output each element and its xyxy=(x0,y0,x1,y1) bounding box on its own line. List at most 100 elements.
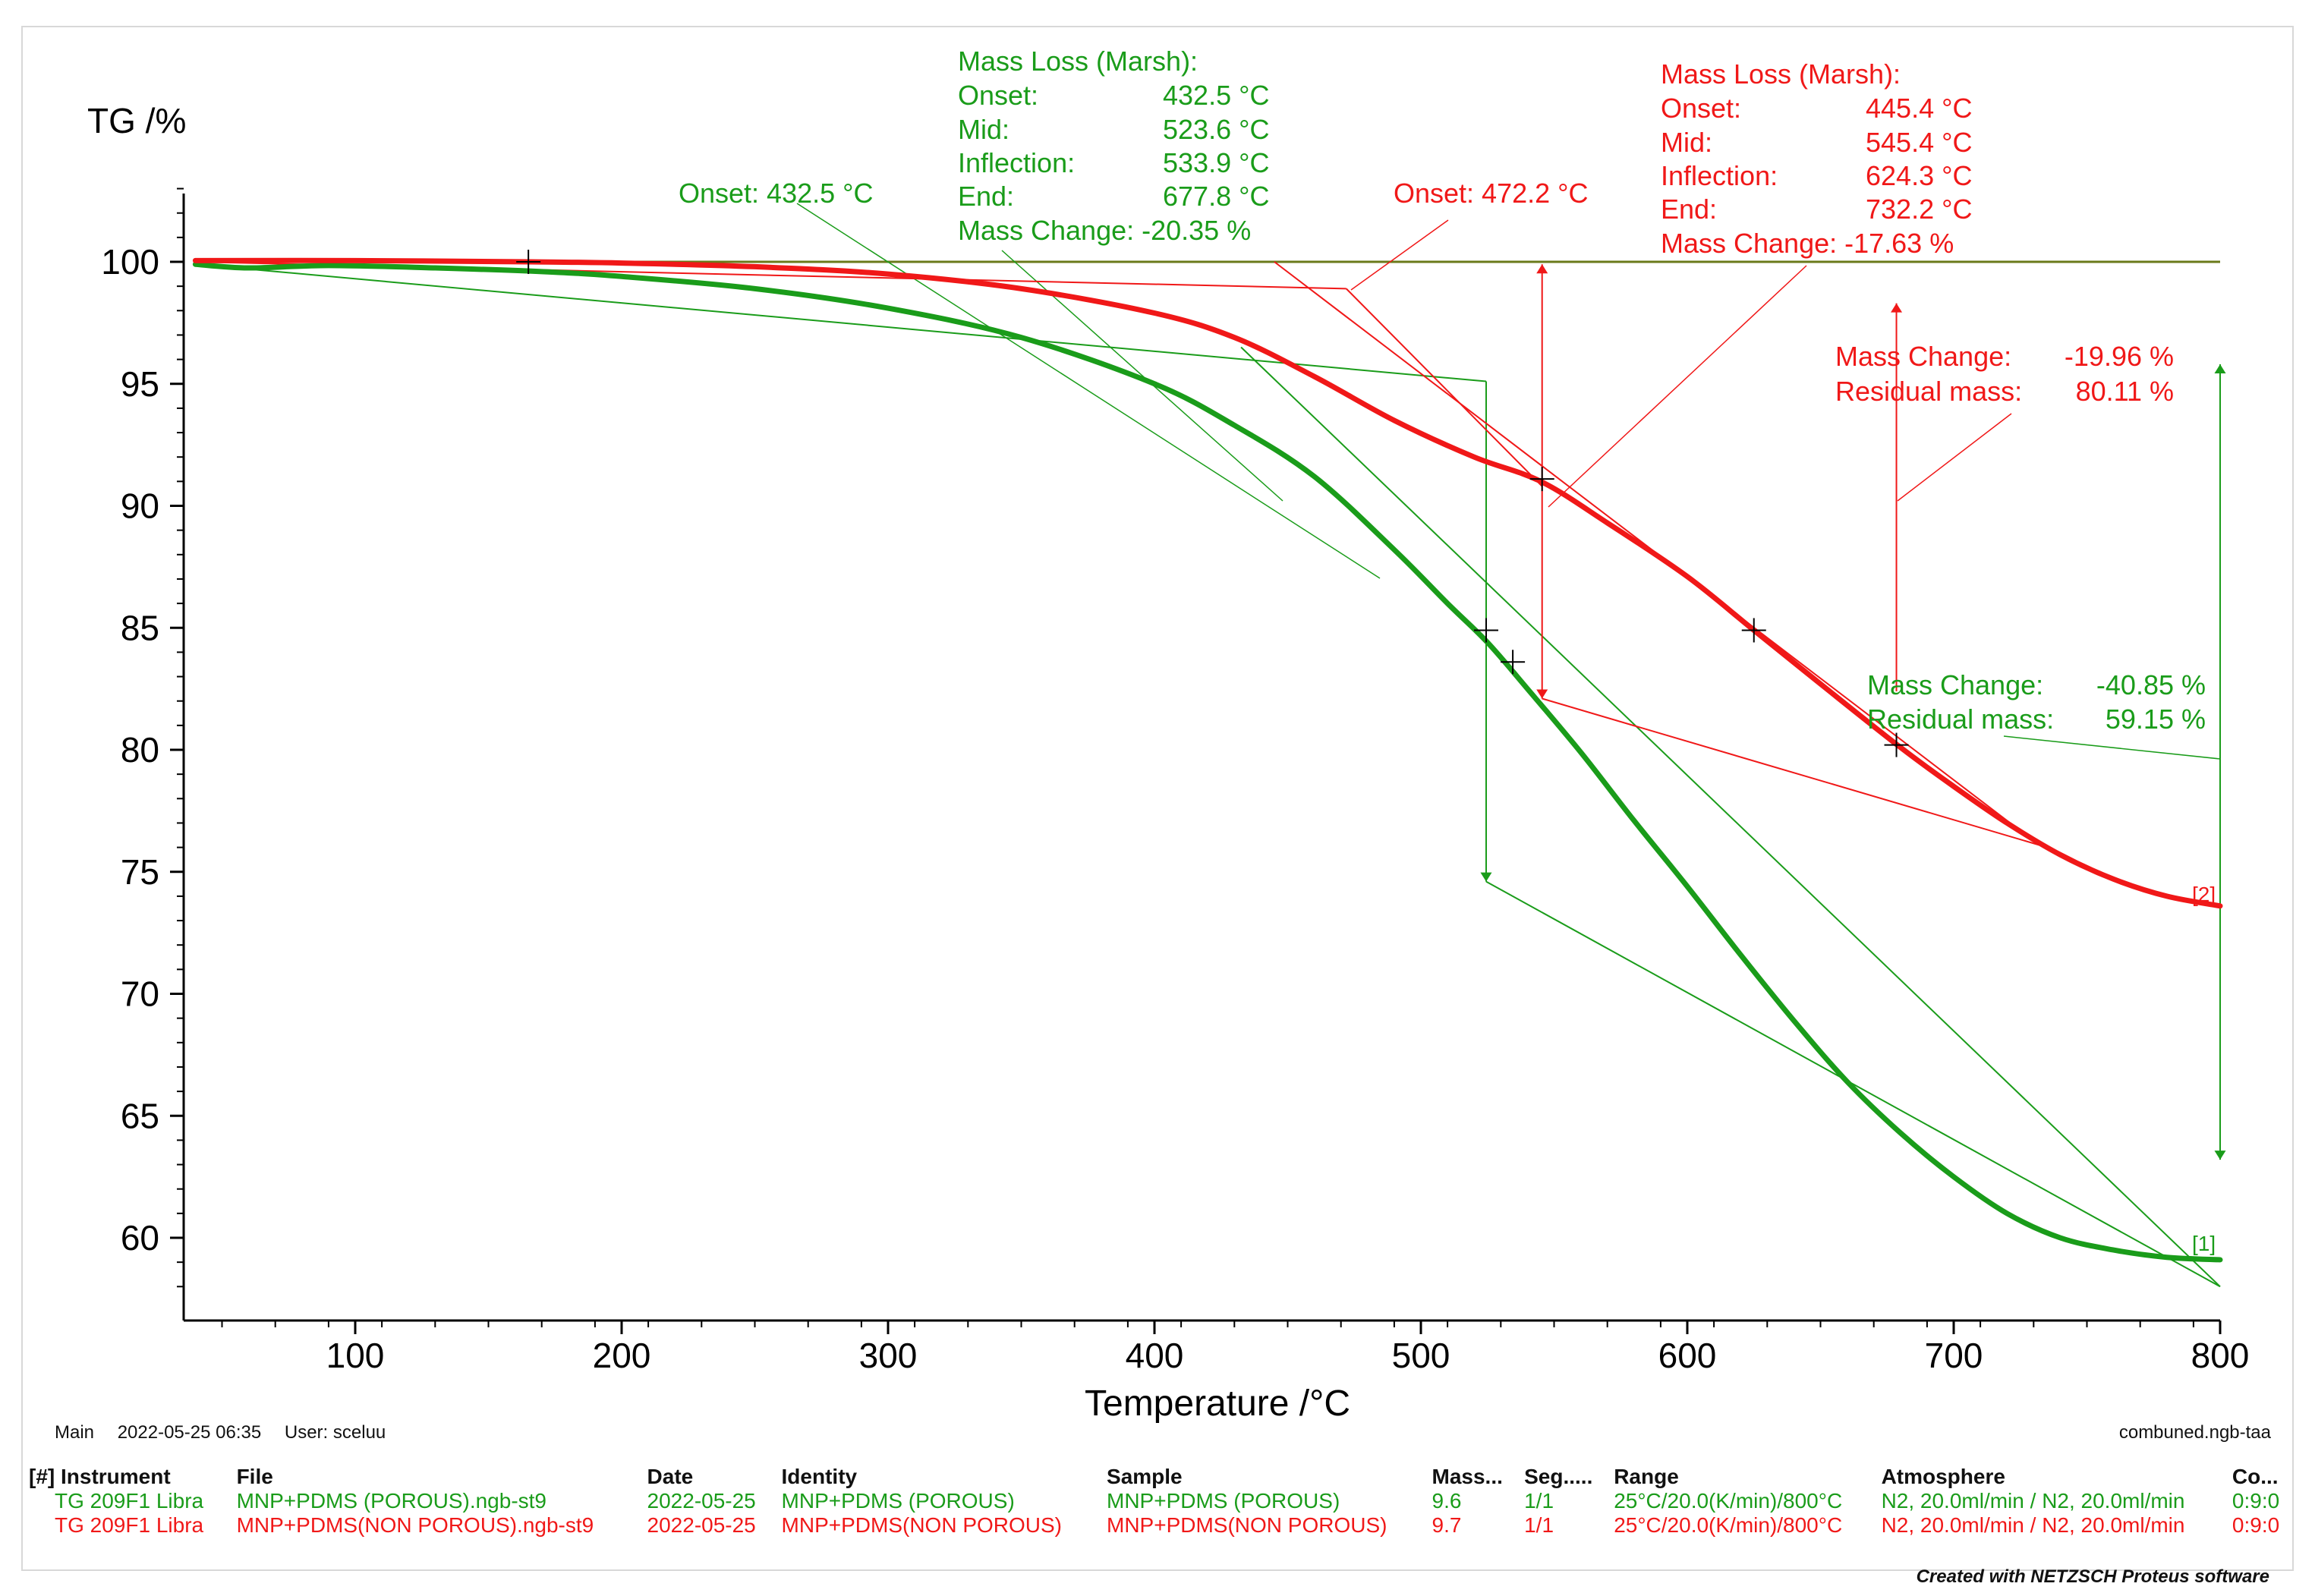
porous-box-title: Mass Loss (Marsh): xyxy=(958,46,1198,77)
porous-mass-loss-box: Mass Loss (Marsh): Onset: 432.5 °C Mid: … xyxy=(958,46,1269,246)
porous-row-value: 677.8 °C xyxy=(1163,181,1269,212)
table-cell: 2022-05-25 xyxy=(647,1489,756,1513)
table-cell: 0:9:0 xyxy=(2232,1489,2280,1513)
series-label-nonporous: [2] xyxy=(2192,883,2216,906)
residual-mc-label: Mass Change: xyxy=(1867,669,2043,700)
nonporous-row-value: 624.3 °C xyxy=(1866,160,1972,191)
footer-main-label: Main xyxy=(55,1422,95,1443)
y-tick-label: 90 xyxy=(121,486,159,526)
footer-filename: combuned.ngb-taa xyxy=(2118,1422,2271,1443)
table-cell: MNP+PDMS (POROUS) xyxy=(1107,1489,1340,1513)
table-header: [#] Instrument xyxy=(29,1465,171,1488)
y-tick-label: 75 xyxy=(121,852,159,892)
table-row: TG 209F1 Libra MNP+PDMS (POROUS).ngb-st9… xyxy=(23,1489,2292,1513)
nonporous-row-value: 545.4 °C xyxy=(1866,127,1972,158)
y-tick-label: 95 xyxy=(121,364,159,404)
table-cell: TG 209F1 Libra xyxy=(55,1489,204,1513)
footer-datetime: 2022-05-25 06:35 xyxy=(117,1422,262,1443)
software-credit: Created with NETZSCH Proteus software xyxy=(1916,1566,2269,1587)
nonporous-mass-loss-box: Mass Loss (Marsh): Onset: 445.4 °C Mid: … xyxy=(1661,58,1972,259)
residual-box-porous: Mass Change: -40.85 % Residual mass: 59.… xyxy=(1867,669,2206,735)
residual-rm-value: 80.11 % xyxy=(2076,376,2174,407)
table-header: Range xyxy=(1614,1465,1679,1488)
cross-marker xyxy=(1884,732,1909,757)
nonporous-inflection-tangent xyxy=(1346,288,1543,487)
table-header: Co... xyxy=(2232,1465,2279,1488)
x-tick-label: 200 xyxy=(593,1336,651,1375)
y-tick-label: 70 xyxy=(121,974,159,1014)
porous-row-key: Onset: xyxy=(958,80,1038,111)
footer-main: Main 2022-05-25 06:35 User: sceluu xyxy=(55,1422,386,1443)
table-cell: N2, 20.0ml/min / N2, 20.0ml/min xyxy=(1881,1489,2185,1513)
porous-row-key: End: xyxy=(958,181,1014,212)
table-cell: 1/1 xyxy=(1524,1513,1554,1537)
cross-marker xyxy=(1501,650,1526,675)
table-cell: 1/1 xyxy=(1524,1489,1554,1513)
table-cell: MNP+PDMS(NON POROUS).ngb-st9 xyxy=(236,1513,594,1537)
table-cell: MNP+PDMS(NON POROUS) xyxy=(1107,1513,1387,1537)
chart-frame xyxy=(21,26,2294,1571)
y-tick-label: 100 xyxy=(101,242,159,282)
x-tick-label: 500 xyxy=(1392,1336,1450,1375)
porous-row-value: 432.5 °C xyxy=(1163,80,1269,111)
residual-mc-value: -40.85 % xyxy=(2096,669,2206,700)
x-tick-label: 800 xyxy=(2191,1336,2250,1375)
series-label-porous: [1] xyxy=(2192,1232,2216,1255)
table-cell: 25°C/20.0(K/min)/800°C xyxy=(1614,1513,1843,1537)
table-cell: 2022-05-25 xyxy=(647,1513,756,1537)
arrowhead xyxy=(2214,364,2226,374)
y-tick-label: 85 xyxy=(121,608,159,647)
nonporous-row-key: Inflection: xyxy=(1661,160,1778,191)
arrowhead xyxy=(2214,1151,2226,1160)
cross-marker xyxy=(1529,467,1554,492)
x-tick-label: 400 xyxy=(1126,1336,1184,1375)
axes: 100 200 300 400 500 600 700 800 60 65 70 75 80 85 90 95… xyxy=(101,187,2250,1375)
nonporous-row-key: Mid: xyxy=(1661,127,1712,158)
nonporous-row-key: Onset: xyxy=(1661,93,1741,124)
tg-chart: 100 200 300 400 500 600 700 800 60 65 70 75 80 85 90 95… xyxy=(87,46,2250,1424)
porous-residual-leader xyxy=(2003,735,2221,760)
arrowhead xyxy=(1480,872,1492,882)
porous-box-mass-change: Mass Change: -20.35 % xyxy=(958,215,1251,246)
table-cell: TG 209F1 Libra xyxy=(55,1513,204,1537)
table-cell: MNP+PDMS(NON POROUS) xyxy=(781,1513,1062,1537)
porous-row-key: Mid: xyxy=(958,114,1009,145)
residual-mc-label: Mass Change: xyxy=(1835,341,2011,372)
residual-box-nonporous: Mass Change: -19.96 % Residual mass: 80.… xyxy=(1835,341,2174,407)
cross-marker xyxy=(516,250,541,274)
table-header: Sample xyxy=(1107,1465,1183,1488)
y-tick-label: 60 xyxy=(121,1218,159,1258)
arrowhead xyxy=(1536,689,1548,699)
x-tick-label: 600 xyxy=(1658,1336,1717,1375)
x-tick-label: 300 xyxy=(859,1336,918,1375)
table-header-row: [#] Instrument File Date Identity Sample… xyxy=(23,1465,2292,1489)
porous-row-key: Inflection: xyxy=(958,147,1075,178)
y-tick-label: 65 xyxy=(121,1096,159,1135)
table-cell: MNP+PDMS (POROUS).ngb-st9 xyxy=(236,1489,546,1513)
residual-rm-label: Residual mass: xyxy=(1867,704,2054,735)
nonporous-box-mass-change: Mass Change: -17.63 % xyxy=(1661,228,1954,259)
porous-onset-leader xyxy=(796,203,1381,579)
table-cell: 25°C/20.0(K/min)/800°C xyxy=(1614,1489,1843,1513)
table-cell: 0:9:0 xyxy=(2232,1513,2280,1537)
residual-mc-value: -19.96 % xyxy=(2065,341,2174,372)
nonporous-box-title: Mass Loss (Marsh): xyxy=(1661,58,1901,90)
nonporous-row-key: End: xyxy=(1661,194,1717,225)
table-header: Identity xyxy=(781,1465,858,1488)
porous-row-value: 523.6 °C xyxy=(1163,114,1269,145)
footer-user: User: sceluu xyxy=(284,1422,386,1443)
residual-rm-value: 59.15 % xyxy=(2106,704,2206,735)
table-header: File xyxy=(236,1465,273,1488)
nonporous-onset-leader xyxy=(1350,219,1449,291)
table-header: Mass... xyxy=(1432,1465,1503,1488)
nonporous-row-value: 732.2 °C xyxy=(1866,194,1972,225)
x-tick-label: 700 xyxy=(1925,1336,1983,1375)
table-cell: 9.7 xyxy=(1432,1513,1462,1537)
nonporous-row-value: 445.4 °C xyxy=(1866,93,1972,124)
porous-row-value: 533.9 °C xyxy=(1163,147,1269,178)
table-cell: 9.6 xyxy=(1432,1489,1462,1513)
table-cell: N2, 20.0ml/min / N2, 20.0ml/min xyxy=(1881,1513,2185,1537)
nonporous-residual-leader xyxy=(1897,413,2012,502)
table-header: Atmosphere xyxy=(1881,1465,2005,1488)
cross-marker xyxy=(1741,618,1766,643)
